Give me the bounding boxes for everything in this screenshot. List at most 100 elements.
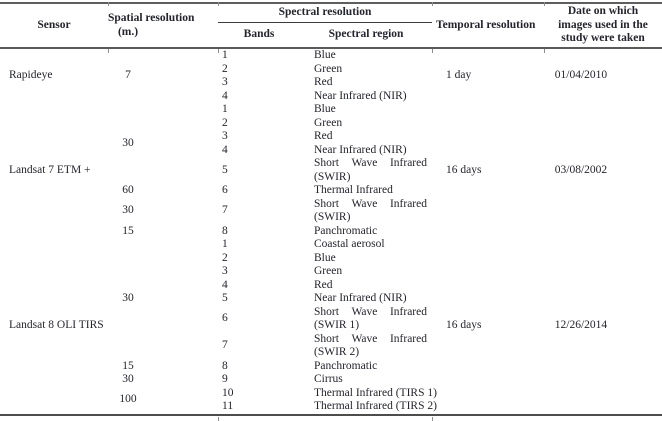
sensor-name-cell: Landsat 8 OLI TIRS [9, 319, 104, 331]
table-row: 4 Red [0, 279, 662, 293]
border-tick [544, 49, 545, 53]
spatial-resolution-cell: 100 [119, 393, 137, 406]
band-number-cell: 2 [222, 116, 228, 129]
table-row: 5 Near Infrared (NIR) [0, 292, 662, 306]
spatial-resolution-cell: 30 [122, 292, 134, 304]
band-number-cell: 1 [222, 49, 228, 61]
spectral-region-cell: Cirrus [314, 373, 343, 385]
justified-line: Short Wave Infrared [314, 197, 427, 210]
table-row: 4 Near Infrared (NIR) [0, 144, 662, 158]
spectral-region-cell: Blue [314, 103, 336, 115]
band-number-cell: 7 [222, 204, 228, 217]
table-row: 3 Red [0, 130, 662, 144]
justified-line: Short Wave Infrared [314, 332, 427, 345]
spectral-region-cell: Red [314, 76, 333, 88]
justified-line: Short Wave Infrared [314, 157, 427, 169]
table-row: 11 Thermal Infrared (TIRS 2) [0, 400, 662, 415]
date-header-line3: study were taken [561, 32, 645, 45]
date-cell: 12/26/2014 [554, 319, 608, 331]
spectral-region-cell: Near Infrared (NIR) [314, 292, 407, 304]
table-row: 15 8 Panchromatic [0, 225, 662, 239]
spectral-region-cell: Blue [314, 251, 336, 264]
band-number-cell: 2 [222, 62, 228, 75]
band-number-cell: 6 [222, 312, 228, 325]
spectral-region-cell: Red [314, 130, 333, 142]
table-row: 60 6 Thermal Infrared [0, 184, 662, 198]
table-row: 4 Near Infrared (NIR) [0, 90, 662, 104]
table-body: Rapideye 7 1 Blue 1 day 01/04/2010 2 Green 3 Red 4… [0, 48, 662, 415]
band-number-cell: 6 [222, 184, 228, 196]
spectral-region-cell: Green [314, 62, 343, 75]
justified-line: Short Wave Infrared [314, 305, 427, 318]
spectral-region-cell: Near Infrared (NIR) [314, 143, 407, 156]
band-number-cell: 1 [222, 238, 228, 250]
border-tick [108, 49, 109, 53]
band-number-cell: 2 [222, 251, 228, 264]
spectral-region-cell: Panchromatic [314, 224, 378, 237]
table-row: 2 Blue [0, 252, 662, 266]
table-row: 30 7 Short Wave Infrared (SWIR) [0, 198, 662, 225]
table-row: 3 Green [0, 265, 662, 279]
table-row: 15 8 Panchromatic [0, 360, 662, 374]
table-row: 100 10 Thermal Infrared (TIRS 1) [0, 386, 662, 406]
date-header-line1: Date on which [567, 5, 639, 18]
spectral-region-cell: Thermal Infrared (TIRS 2) [314, 400, 437, 412]
spatial-resolution-cell: 60 [122, 184, 134, 196]
table-row: Landsat 7 ETM + 30 1 Blue 16 days 03/08/2002 [0, 103, 662, 176]
col-header-sensor: Sensor [0, 3, 108, 49]
table-row: 2 Green [0, 117, 662, 131]
band-number-cell: 8 [222, 224, 228, 237]
border-tick [544, 2, 545, 6]
spectral-region-cell: Short Wave Infrared (SWIR) [314, 197, 427, 224]
band-number-cell: 8 [222, 359, 228, 372]
border-tick [432, 49, 433, 53]
spectral-region-cell: Blue [314, 49, 336, 61]
date-cell: 01/04/2010 [554, 69, 608, 82]
spatial-header-line2: (m.) [117, 25, 139, 38]
date-cell: 03/08/2002 [554, 163, 608, 176]
table-row: 5 Short Wave Infrared (SWIR) [0, 157, 662, 184]
border-tick [218, 416, 219, 421]
band-number-cell: 9 [222, 373, 228, 385]
table-row: Rapideye 7 1 Blue 1 day 01/04/2010 [0, 48, 662, 81]
spectral-region-cell: Short Wave Infrared (SWIR 1) [314, 305, 427, 332]
table-row: 2 Green [0, 63, 662, 77]
table-row: 3 Red [0, 76, 662, 90]
sensor-name-cell: Landsat 7 ETM + [9, 163, 91, 176]
border-tick [432, 416, 433, 421]
band-number-cell: 3 [222, 76, 228, 88]
spatial-resolution-cell: 15 [122, 224, 134, 237]
spectral-region-cell: Green [314, 265, 343, 277]
border-tick [108, 2, 109, 6]
border-tick [218, 2, 219, 6]
date-header-line2: images used in the [558, 18, 648, 31]
spectral-region-cell: Thermal Infrared (TIRS 1) [314, 386, 437, 399]
temporal-resolution-cell: 1 day [446, 69, 472, 82]
spatial-header-line1: Spatial resolution [108, 12, 195, 24]
table-row: 6 Short Wave Infrared (SWIR 1) [0, 306, 662, 333]
table-row: 30 9 Cirrus [0, 373, 662, 387]
spectral-region-cell: Thermal Infrared [314, 184, 393, 196]
band-number-cell: 4 [222, 89, 228, 102]
spatial-resolution-cell: 30 [122, 204, 134, 217]
spatial-resolution-cell: 7 [125, 69, 131, 82]
col-header-temporal-resolution: Temporal resolution [432, 3, 544, 49]
col-header-spatial-resolution: Spatial resolution (m.) [108, 3, 218, 49]
band-number-cell: 4 [222, 278, 228, 291]
table-row: 7 Short Wave Infrared (SWIR 2) [0, 333, 662, 360]
band-number-cell: 5 [222, 292, 228, 304]
border-tick [218, 49, 219, 53]
spatial-resolution-cell: 30 [122, 136, 134, 149]
spectral-region-cell: Short Wave Infrared (SWIR 2) [314, 332, 427, 359]
spectral-region-cell: Coastal aerosol [314, 238, 385, 250]
band-number-cell: 3 [222, 130, 228, 142]
table-row: Landsat 8 OLI TIRS 30 1 Coastal aerosol 16 d… [0, 238, 662, 331]
col-header-spectral-region: Spectral region [300, 22, 432, 49]
band-number-cell: 3 [222, 265, 228, 277]
spectral-region-cell: Short Wave Infrared (SWIR) [314, 157, 427, 183]
table-header: Sensor Spatial resolution (m.) Spectral … [0, 3, 662, 49]
spatial-resolution-cell: 30 [122, 373, 134, 385]
spectral-region-cell: Green [314, 116, 343, 129]
band-number-cell: 10 [222, 386, 234, 399]
